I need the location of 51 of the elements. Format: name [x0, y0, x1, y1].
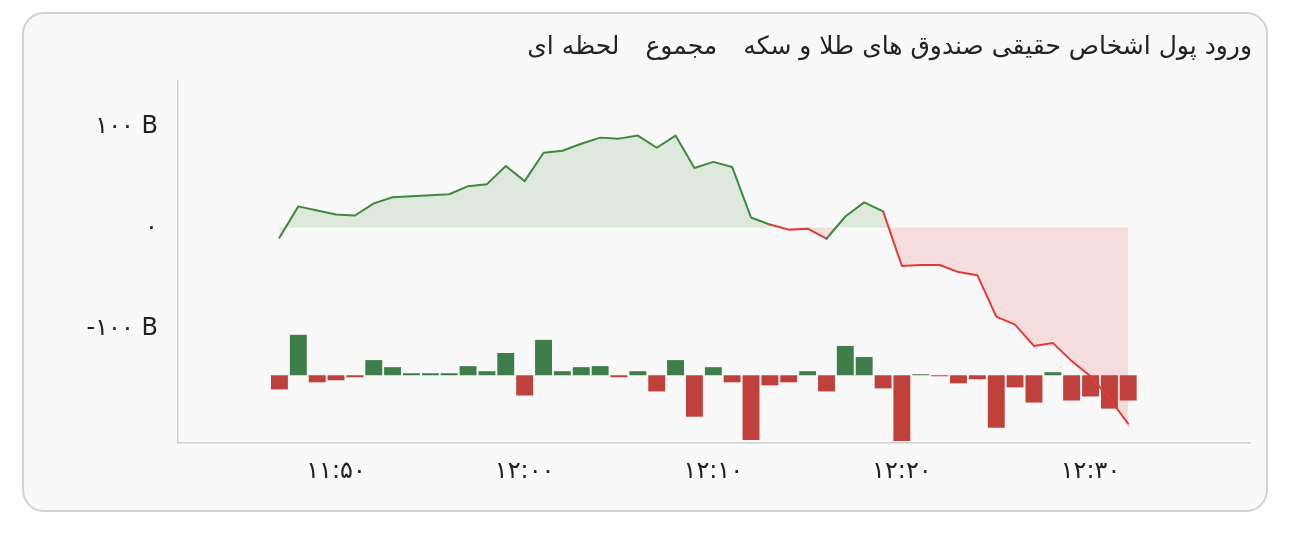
bar — [799, 371, 817, 376]
bar — [742, 375, 760, 440]
bar — [421, 373, 439, 376]
y-tick-label: -۱۰۰ B — [86, 312, 158, 341]
x-tick-label: ۱۲:۳۰ — [1060, 455, 1121, 484]
bar — [459, 366, 477, 376]
text: مجموع — [645, 30, 718, 62]
text: لحظه ای — [527, 30, 620, 62]
bar — [384, 367, 402, 376]
bar — [1119, 375, 1137, 401]
bar — [572, 367, 590, 376]
bar — [667, 360, 684, 376]
bar — [1100, 375, 1118, 409]
bar — [327, 375, 345, 381]
chart-title: ورود پول اشخاص حقیقی صندوق های طلا و سکه — [743, 30, 1252, 62]
x-tick-label: ۱۲:۲۰ — [872, 455, 932, 484]
bar — [1082, 375, 1099, 397]
bar — [553, 371, 571, 376]
bar — [761, 375, 779, 386]
bar — [1044, 372, 1062, 376]
bar — [818, 375, 835, 392]
bar — [950, 375, 967, 384]
bar — [610, 375, 628, 378]
bar — [440, 373, 458, 376]
y-tick-label: ۱۰۰ B — [95, 110, 158, 139]
bar — [308, 375, 326, 383]
x-tick-label: ۱۲:۰۰ — [494, 455, 555, 484]
bar — [1063, 375, 1081, 401]
bar — [346, 375, 364, 378]
bar — [648, 375, 666, 392]
bar — [365, 360, 383, 376]
bar — [403, 373, 420, 376]
bar — [685, 375, 703, 417]
x-tick-label: ۱۲:۱۰ — [683, 455, 744, 484]
bar — [704, 367, 722, 376]
bar — [516, 375, 534, 396]
bar — [591, 366, 609, 376]
bar — [780, 375, 798, 383]
y-tick-label: ۰ — [145, 211, 158, 240]
bar — [629, 371, 647, 376]
bar — [836, 345, 854, 376]
x-tick-label: ۱۱:۵۰ — [306, 455, 366, 484]
bar — [478, 371, 496, 376]
bar — [968, 375, 986, 380]
bar — [270, 375, 288, 390]
bar — [289, 334, 307, 376]
bar — [723, 375, 741, 383]
bar — [855, 357, 873, 376]
bar — [497, 353, 515, 376]
bar — [987, 375, 1005, 428]
bar — [535, 339, 553, 376]
